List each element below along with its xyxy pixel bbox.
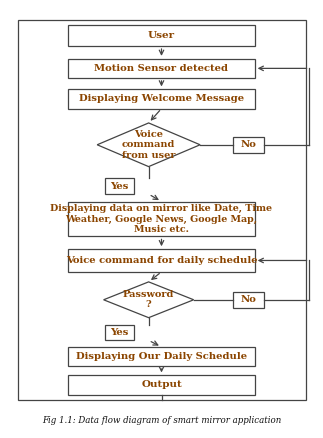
Text: Password
?: Password ? — [123, 290, 174, 310]
Polygon shape — [97, 123, 200, 166]
FancyBboxPatch shape — [68, 375, 255, 395]
FancyBboxPatch shape — [68, 89, 255, 109]
FancyBboxPatch shape — [233, 292, 264, 307]
Text: Yes: Yes — [110, 328, 129, 337]
Text: User: User — [148, 31, 175, 40]
Text: Yes: Yes — [110, 182, 129, 191]
Text: Fig 1.1: Data flow diagram of smart mirror application: Fig 1.1: Data flow diagram of smart mirr… — [42, 416, 281, 425]
FancyBboxPatch shape — [105, 178, 134, 194]
Text: Displaying data on mirror like Date, Time
Weather, Google News, Google Map,
Musi: Displaying data on mirror like Date, Tim… — [50, 204, 273, 234]
Text: Voice command for daily schedule: Voice command for daily schedule — [66, 256, 257, 265]
Polygon shape — [104, 282, 194, 318]
FancyBboxPatch shape — [68, 25, 255, 46]
FancyBboxPatch shape — [68, 249, 255, 272]
FancyBboxPatch shape — [68, 201, 255, 237]
Text: Displaying Our Daily Schedule: Displaying Our Daily Schedule — [76, 352, 247, 361]
FancyBboxPatch shape — [105, 325, 134, 340]
Text: Voice
command
from user: Voice command from user — [122, 130, 175, 160]
FancyBboxPatch shape — [233, 137, 264, 152]
FancyBboxPatch shape — [68, 347, 255, 366]
Text: No: No — [240, 140, 256, 149]
Text: Displaying Welcome Message: Displaying Welcome Message — [79, 95, 244, 103]
Text: Motion Sensor detected: Motion Sensor detected — [95, 64, 228, 73]
FancyBboxPatch shape — [68, 59, 255, 78]
Text: Output: Output — [141, 381, 182, 389]
Text: No: No — [240, 295, 256, 304]
